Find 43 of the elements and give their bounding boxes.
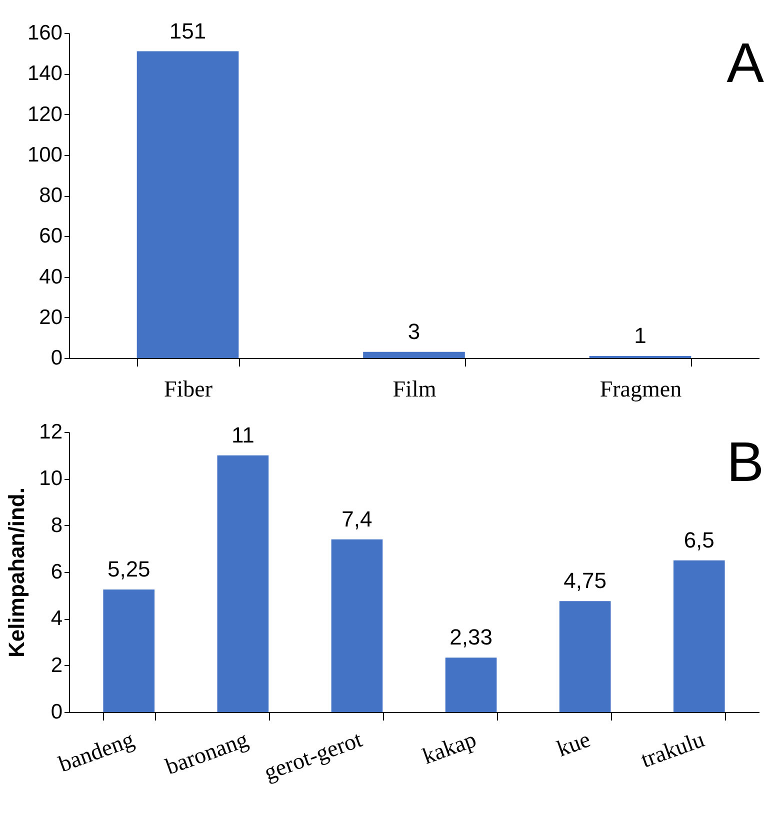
bar: [217, 455, 269, 712]
x-tick-label: bandeng: [55, 726, 138, 777]
data-label: 5,25: [107, 556, 150, 582]
y-tick-label: 20: [39, 306, 62, 329]
x-tick-label: trakulu: [638, 726, 708, 772]
x-tick-label: kue: [554, 726, 594, 762]
y-tick-label: 160: [27, 22, 62, 44]
data-label: 1: [634, 322, 646, 348]
y-tick-label: 120: [27, 102, 62, 126]
x-tick-label: kakap: [419, 726, 480, 769]
bar: [136, 51, 239, 358]
data-label: 2,33: [450, 624, 492, 650]
y-tick-label: 8: [50, 514, 62, 537]
y-tick-label: 4: [50, 607, 63, 630]
x-tick-label: Film: [392, 376, 436, 402]
y-tick-label: 6: [50, 560, 62, 584]
bar: [673, 560, 725, 712]
annotation: B: [726, 430, 764, 493]
x-tick-label: Fiber: [164, 376, 213, 402]
y-tick-label: 2: [50, 654, 62, 677]
data-label: 11: [232, 422, 254, 448]
bar: [363, 352, 465, 358]
bar: [103, 590, 155, 712]
y-tick-label: 12: [39, 420, 62, 444]
y-tick-label: 0: [50, 346, 62, 370]
y-tick-label: 140: [27, 62, 62, 86]
data-label: 6,5: [684, 527, 714, 552]
data-label: 3: [408, 318, 420, 344]
y-tick-label: 10: [39, 467, 62, 490]
data-label: 4,75: [564, 568, 606, 594]
y-tick-label: 80: [39, 184, 62, 207]
bar: [445, 658, 497, 712]
y-tick-label: 0: [50, 700, 62, 724]
bar: [559, 601, 611, 712]
y-tick-label: 100: [27, 143, 62, 166]
bar: [331, 539, 383, 712]
y-axis-title: Kelimpahan/ind.: [4, 488, 30, 658]
y-tick-label: 40: [39, 265, 62, 288]
data-label: 151: [169, 18, 206, 44]
annotation: A: [726, 31, 765, 94]
data-label: 7,4: [342, 506, 372, 532]
x-tick-label: Fragmen: [600, 376, 682, 402]
y-tick-label: 60: [39, 224, 62, 248]
